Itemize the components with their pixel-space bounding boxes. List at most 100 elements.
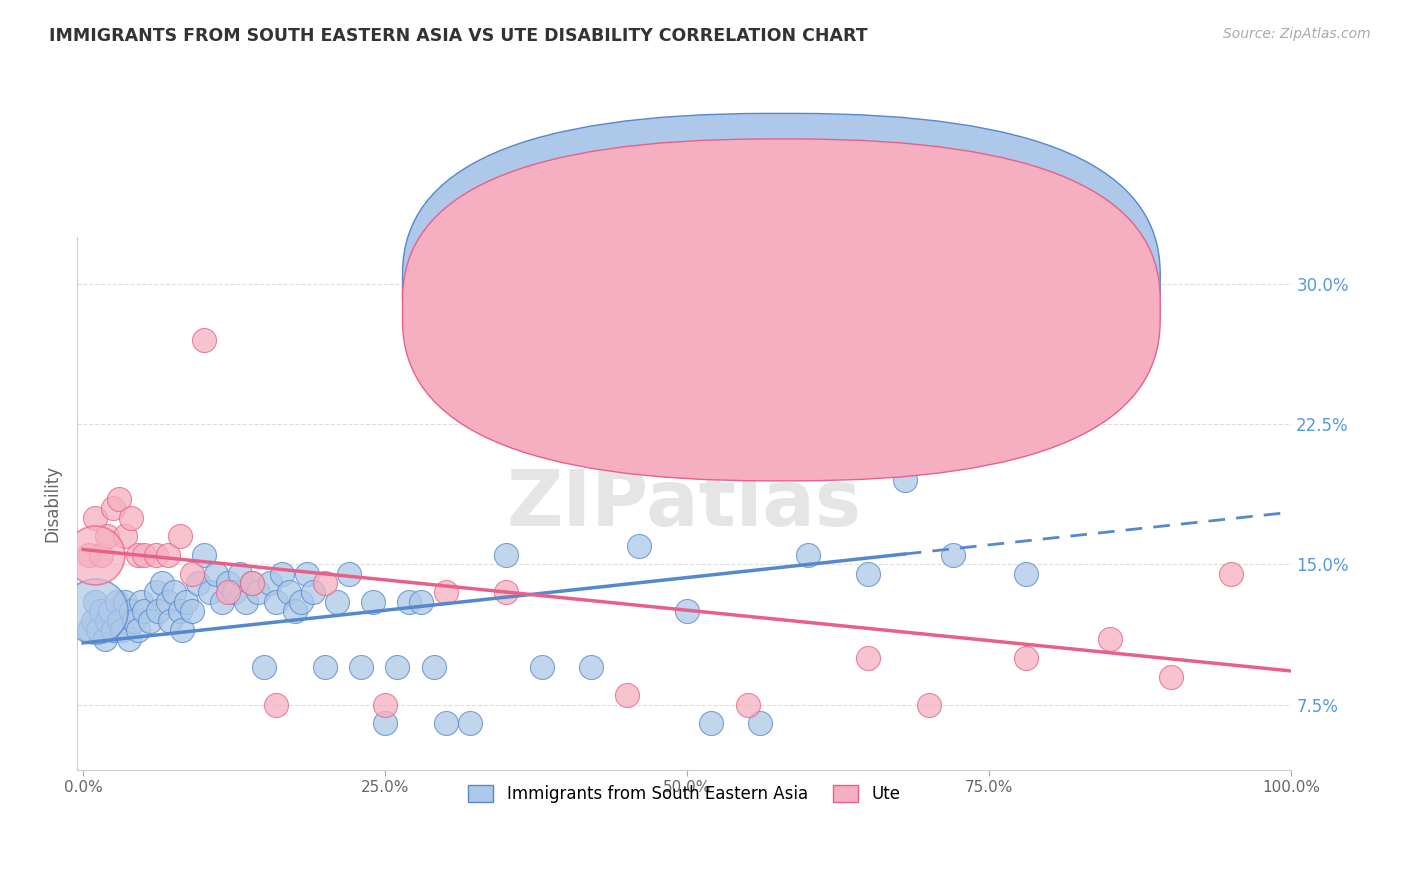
Point (77, 548, 100, 562)
Text: N =: N = (666, 277, 710, 292)
Point (84, 604, 107, 618)
Point (111, 623, 134, 637)
Point (337, 566, 360, 581)
Point (145, 585, 167, 599)
Point (150, 576, 173, 591)
Point (266, 595, 288, 609)
Point (138, 614, 160, 628)
Legend: Immigrants from South Eastern Asia, Ute: Immigrants from South Eastern Asia, Ute (461, 778, 907, 810)
Point (458, 716, 481, 731)
Point (217, 576, 239, 591)
Point (700, 716, 723, 731)
Point (858, 651, 880, 665)
Point (172, 623, 194, 637)
Point (114, 595, 136, 609)
Point (159, 614, 181, 628)
Point (422, 660, 444, 674)
Text: R =: R = (560, 301, 592, 317)
Point (90, 604, 112, 618)
Point (118, 632, 141, 647)
Point (374, 698, 396, 712)
FancyBboxPatch shape (538, 264, 811, 331)
Point (121, 510, 143, 524)
Text: 0.319: 0.319 (607, 277, 655, 292)
Text: 30: 30 (723, 301, 744, 317)
Text: Source: ZipAtlas.com: Source: ZipAtlas.com (1223, 27, 1371, 41)
Point (205, 566, 228, 581)
Point (247, 585, 270, 599)
Point (748, 716, 770, 731)
Point (132, 548, 155, 562)
Point (169, 529, 191, 543)
Point (259, 576, 281, 591)
Point (314, 660, 336, 674)
Point (163, 585, 186, 599)
Point (156, 548, 179, 562)
Y-axis label: Disability: Disability (44, 465, 60, 542)
Point (96, 529, 118, 543)
Point (616, 688, 638, 702)
Point (114, 529, 136, 543)
Text: R =: R = (560, 277, 592, 292)
Point (495, 548, 517, 562)
Point (193, 548, 215, 562)
Point (1219, 566, 1241, 581)
Point (127, 623, 149, 637)
Point (121, 604, 143, 618)
Point (737, 698, 759, 712)
Point (918, 698, 941, 712)
Point (579, 660, 602, 674)
Point (253, 660, 276, 674)
Text: N =: N = (666, 301, 710, 317)
Point (84, 595, 107, 609)
Point (146, 604, 169, 618)
Text: IMMIGRANTS FROM SOUTH EASTERN ASIA VS UTE DISABILITY CORRELATION CHART: IMMIGRANTS FROM SOUTH EASTERN ASIA VS UT… (49, 27, 868, 45)
FancyBboxPatch shape (402, 113, 1160, 455)
Point (103, 501, 125, 516)
Point (129, 595, 152, 609)
Point (627, 539, 650, 553)
Point (229, 566, 252, 581)
Point (174, 595, 197, 609)
Point (411, 595, 433, 609)
Point (156, 595, 179, 609)
Point (398, 595, 420, 609)
Point (235, 595, 257, 609)
Point (326, 595, 349, 609)
Point (132, 604, 155, 618)
Text: 74: 74 (723, 277, 744, 292)
FancyBboxPatch shape (402, 139, 1160, 481)
Point (82, 614, 104, 628)
Point (98, 604, 121, 618)
Point (266, 698, 288, 712)
Point (676, 604, 699, 618)
Point (108, 614, 131, 628)
Point (295, 566, 318, 581)
Point (271, 566, 294, 581)
Point (224, 585, 246, 599)
Point (858, 566, 880, 581)
Point (86, 623, 108, 637)
Point (84, 548, 107, 562)
Point (240, 576, 263, 591)
Point (96, 614, 118, 628)
Point (495, 585, 517, 599)
Point (217, 585, 239, 599)
Point (1160, 669, 1182, 683)
Point (531, 660, 554, 674)
Point (434, 716, 457, 731)
Point (387, 660, 409, 674)
Point (301, 585, 323, 599)
Point (77, 623, 100, 637)
Point (314, 576, 336, 591)
Point (361, 595, 384, 609)
Point (90, 548, 112, 562)
Text: ZIPatlas: ZIPatlas (506, 466, 862, 541)
Point (1099, 632, 1122, 647)
Point (211, 595, 233, 609)
Point (942, 548, 965, 562)
Point (103, 623, 125, 637)
Point (145, 548, 167, 562)
Point (180, 566, 202, 581)
Point (1014, 651, 1036, 665)
